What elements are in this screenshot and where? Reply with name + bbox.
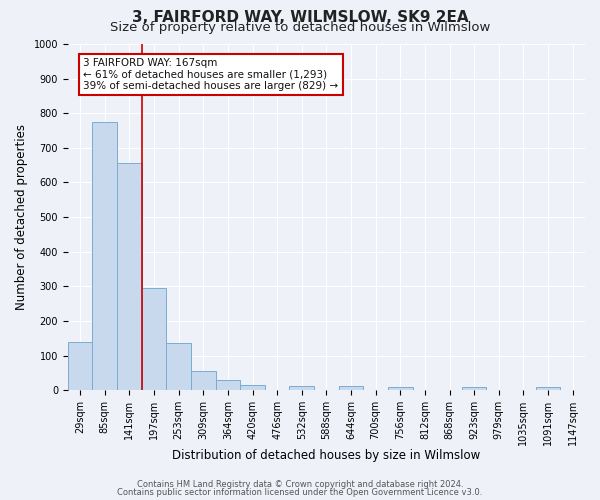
Bar <box>536 387 560 390</box>
X-axis label: Distribution of detached houses by size in Wilmslow: Distribution of detached houses by size … <box>172 450 481 462</box>
Bar <box>339 386 364 390</box>
Y-axis label: Number of detached properties: Number of detached properties <box>15 124 28 310</box>
Bar <box>289 386 314 390</box>
Bar <box>388 387 413 390</box>
Bar <box>215 380 240 390</box>
Text: Size of property relative to detached houses in Wilmslow: Size of property relative to detached ho… <box>110 21 490 34</box>
Text: Contains public sector information licensed under the Open Government Licence v3: Contains public sector information licen… <box>118 488 482 497</box>
Bar <box>462 388 487 390</box>
Bar <box>191 370 215 390</box>
Text: Contains HM Land Registry data © Crown copyright and database right 2024.: Contains HM Land Registry data © Crown c… <box>137 480 463 489</box>
Text: 3 FAIRFORD WAY: 167sqm
← 61% of detached houses are smaller (1,293)
39% of semi-: 3 FAIRFORD WAY: 167sqm ← 61% of detached… <box>83 58 338 91</box>
Bar <box>166 344 191 390</box>
Bar <box>117 164 142 390</box>
Bar <box>240 386 265 390</box>
Text: 3, FAIRFORD WAY, WILMSLOW, SK9 2EA: 3, FAIRFORD WAY, WILMSLOW, SK9 2EA <box>131 10 469 25</box>
Bar <box>92 122 117 390</box>
Bar <box>68 342 92 390</box>
Bar <box>142 288 166 390</box>
